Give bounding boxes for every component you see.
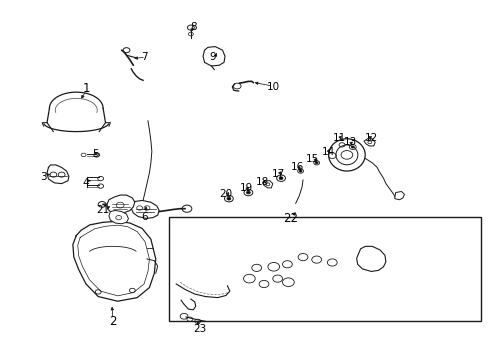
Text: 20: 20	[219, 189, 232, 199]
Text: 4: 4	[82, 178, 89, 188]
Circle shape	[279, 177, 283, 180]
Text: 8: 8	[190, 22, 196, 32]
Text: 5: 5	[92, 149, 99, 159]
Text: 21: 21	[96, 206, 109, 216]
Text: 9: 9	[209, 52, 216, 62]
Circle shape	[315, 162, 318, 164]
Polygon shape	[203, 46, 224, 66]
Polygon shape	[263, 181, 272, 188]
Text: 11: 11	[332, 133, 346, 143]
Text: 15: 15	[305, 154, 319, 164]
Circle shape	[350, 146, 353, 148]
Circle shape	[246, 191, 250, 194]
Polygon shape	[356, 246, 385, 271]
Polygon shape	[109, 211, 128, 224]
Text: 10: 10	[266, 82, 280, 93]
Text: 19: 19	[239, 183, 252, 193]
Text: 12: 12	[364, 133, 377, 143]
Text: 16: 16	[290, 162, 303, 172]
Bar	[168, 217, 480, 320]
Text: 7: 7	[141, 52, 147, 62]
Text: 22: 22	[283, 212, 298, 225]
Text: 2: 2	[109, 315, 116, 328]
Text: 14: 14	[321, 147, 334, 157]
Circle shape	[299, 170, 302, 172]
Text: 3: 3	[40, 172, 47, 182]
Circle shape	[226, 197, 230, 200]
Text: 6: 6	[141, 212, 147, 221]
Text: 1: 1	[82, 82, 90, 95]
Polygon shape	[131, 201, 159, 219]
Polygon shape	[107, 195, 135, 214]
Text: 13: 13	[344, 138, 357, 147]
Polygon shape	[363, 139, 374, 146]
Polygon shape	[394, 192, 404, 200]
Text: 18: 18	[255, 177, 268, 187]
Text: 23: 23	[193, 324, 206, 334]
Text: 17: 17	[271, 168, 285, 179]
